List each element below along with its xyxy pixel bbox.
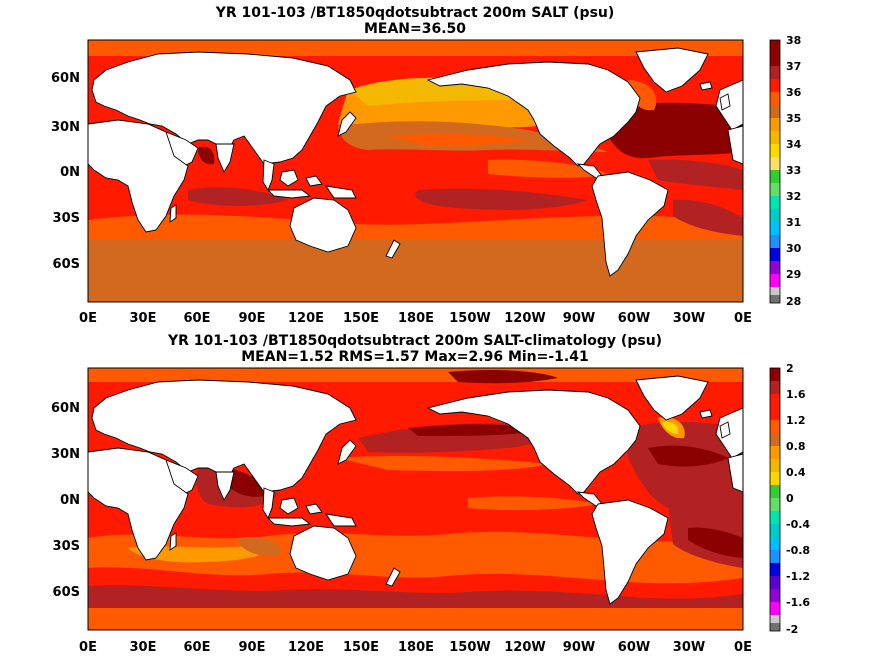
lon-label: 150E — [343, 640, 379, 655]
lon-label: 30E — [130, 640, 157, 655]
lon-label: 90W — [563, 640, 595, 655]
lon-label: 0E — [734, 640, 752, 655]
panel-bottom-map — [87, 367, 744, 631]
lon-label: 120W — [504, 640, 545, 655]
lon-label: 120E — [288, 640, 324, 655]
cb1-label: 38 — [786, 34, 801, 47]
cb2-label: 1.2 — [786, 414, 806, 427]
lat-label: 0N — [60, 165, 80, 180]
cb1-label: 31 — [786, 216, 801, 229]
cb1-label: 32 — [786, 190, 801, 203]
lon-label: 180E — [398, 640, 434, 655]
lon-label: 30E — [130, 311, 157, 326]
lat-label: 30N — [51, 447, 80, 462]
lat-label: 60N — [51, 71, 80, 86]
cb2-label: 1.6 — [786, 388, 806, 401]
cb2-label: 0.4 — [786, 466, 806, 479]
cb2-label: -0.8 — [786, 544, 810, 557]
cb1-label: 35 — [786, 112, 801, 125]
cb2-label: -0.4 — [786, 518, 810, 531]
lon-label: 30W — [673, 311, 705, 326]
panel-bottom-subtitle: MEAN=1.52 RMS=1.57 Max=2.96 Min=-1.41 — [241, 349, 588, 365]
cb1-label: 34 — [786, 138, 802, 151]
panel-top: YR 101-103 /BT1850qdotsubtract 200m SALT… — [51, 5, 802, 326]
lon-label: 0E — [79, 311, 97, 326]
lon-label: 60W — [618, 311, 650, 326]
lat-label: 30N — [51, 120, 80, 135]
lat-label: 60S — [53, 257, 80, 272]
lon-label: 120E — [288, 311, 324, 326]
lon-label: 30W — [673, 640, 705, 655]
lat-label: 60S — [53, 585, 80, 600]
lat-label: 60N — [51, 401, 80, 416]
lon-label: 150W — [449, 311, 490, 326]
cb2-label: 0.8 — [786, 440, 806, 453]
cb2-label: 2 — [786, 362, 794, 375]
cb2-label: -2 — [786, 623, 798, 636]
lon-label: 60W — [618, 640, 650, 655]
cb1-label: 36 — [786, 86, 802, 99]
panel-bottom-title: YR 101-103 /BT1850qdotsubtract 200m SALT… — [167, 333, 662, 349]
panel-top-subtitle: MEAN=36.50 — [364, 21, 466, 37]
lon-label: 60E — [184, 640, 211, 655]
cb1-label: 33 — [786, 164, 801, 177]
panel-bottom: YR 101-103 /BT1850qdotsubtract 200m SALT… — [51, 333, 810, 655]
lon-label: 60E — [184, 311, 211, 326]
panel-bottom-colorbar: 2 1.6 1.2 0.8 0.4 0 -0.4 -0.8 -1.2 -1.6 … — [769, 362, 810, 636]
cb2-label: 0 — [786, 492, 794, 505]
panel-top-map — [87, 39, 744, 303]
panel-top-colorbar: 38 37 36 35 34 33 32 31 30 29 28 — [769, 34, 802, 308]
lat-label: 30S — [53, 539, 80, 554]
lon-label: 90W — [563, 311, 595, 326]
lon-label: 150W — [449, 640, 490, 655]
lon-label: 90E — [239, 640, 266, 655]
lon-label: 150E — [343, 311, 379, 326]
cb1-label: 37 — [786, 60, 801, 73]
lon-label: 0E — [734, 311, 752, 326]
lat-label: 0N — [60, 493, 80, 508]
lon-label: 0E — [79, 640, 97, 655]
lon-label: 120W — [504, 311, 545, 326]
panel-top-title: YR 101-103 /BT1850qdotsubtract 200m SALT… — [215, 5, 615, 21]
cb1-label: 29 — [786, 268, 801, 281]
lon-label: 90E — [239, 311, 266, 326]
cb1-label: 28 — [786, 295, 801, 308]
lat-label: 30S — [53, 211, 80, 226]
cb2-label: -1.2 — [786, 570, 810, 583]
cb2-label: -1.6 — [786, 596, 810, 609]
lon-label: 180E — [398, 311, 434, 326]
cb1-label: 30 — [786, 242, 802, 255]
